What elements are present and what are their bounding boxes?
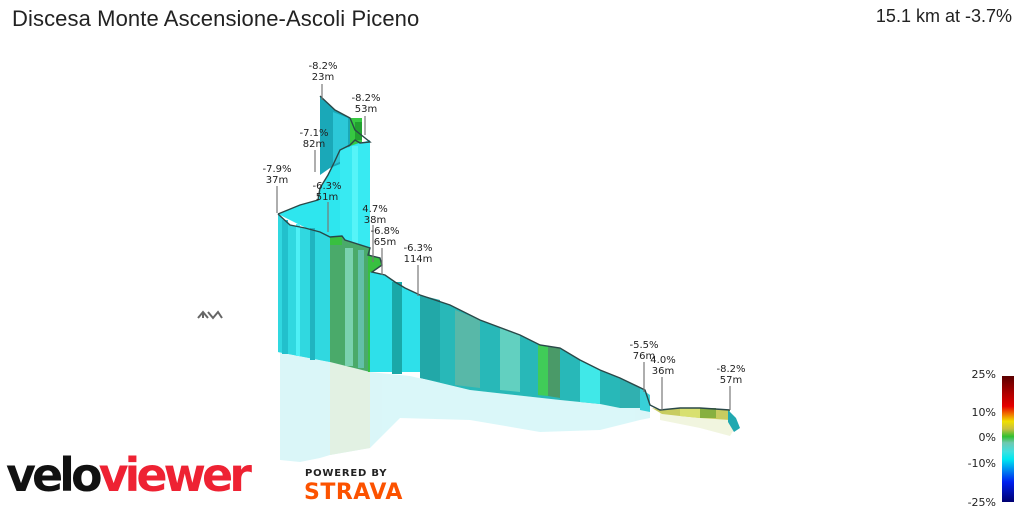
logo-velo: velo [6,448,103,502]
annotation-gradient: -8.2% [308,61,337,72]
legend-tick: 0% [978,431,996,444]
legend-tick: 10% [971,406,996,419]
annotation-length: 53m [355,104,377,115]
annotation-length: 36m [652,366,674,377]
gradient-color-bar [1002,376,1014,502]
powered-by-label: POWERED BY [305,468,388,479]
north-arrow-icon[interactable] [197,310,223,320]
annotation-labels: -8.2% 23m -8.2% 53m -7.1% 82m -7.9% 37m … [262,61,745,386]
legend-tick: -25% [967,496,996,509]
annotation-length: 57m [720,375,742,386]
annotation-length: 38m [364,215,386,226]
annotation-length: 76m [633,351,655,362]
annotation-gradient: -6.3% [312,181,341,192]
annotation-length: 114m [404,254,433,265]
profile-shadow [280,352,735,462]
profile-top-line [277,95,372,215]
gradient-legend: 25% 10% 0% -10% -25% [940,368,1024,512]
strava-logo[interactable]: STRAVA [304,480,403,505]
veloviewer-logo[interactable]: veloviewer [6,452,252,498]
annotation-length: 65m [374,237,396,248]
legend-tick: 25% [971,368,996,381]
annotation-gradient: -6.8% [370,226,399,237]
annotation-length: 23m [312,72,334,83]
annotation-gradient: -5.5% [629,340,658,351]
route-summary: 15.1 km at -3.7% [875,6,1012,26]
annotation-gradient: -7.9% [262,164,291,175]
annotation-length: 82m [303,139,325,150]
annotation-gradient: -7.1% [299,128,328,139]
annotation-gradient: -8.2% [716,364,745,375]
annotation-lines [276,84,731,410]
logo-viewer: viewer [98,448,252,502]
annotation-gradient: -6.3% [403,243,432,254]
legend-tick: -10% [967,457,996,470]
annotation-length: 51m [316,192,338,203]
profile-wall [278,96,740,432]
annotation-gradient: -8.2% [351,93,380,104]
annotation-length: 37m [266,175,288,186]
page-title: Discesa Monte Ascensione-Ascoli Piceno [12,6,420,31]
annotation-gradient: 4.7% [362,204,387,215]
annotation-gradient: 4.0% [650,355,675,366]
